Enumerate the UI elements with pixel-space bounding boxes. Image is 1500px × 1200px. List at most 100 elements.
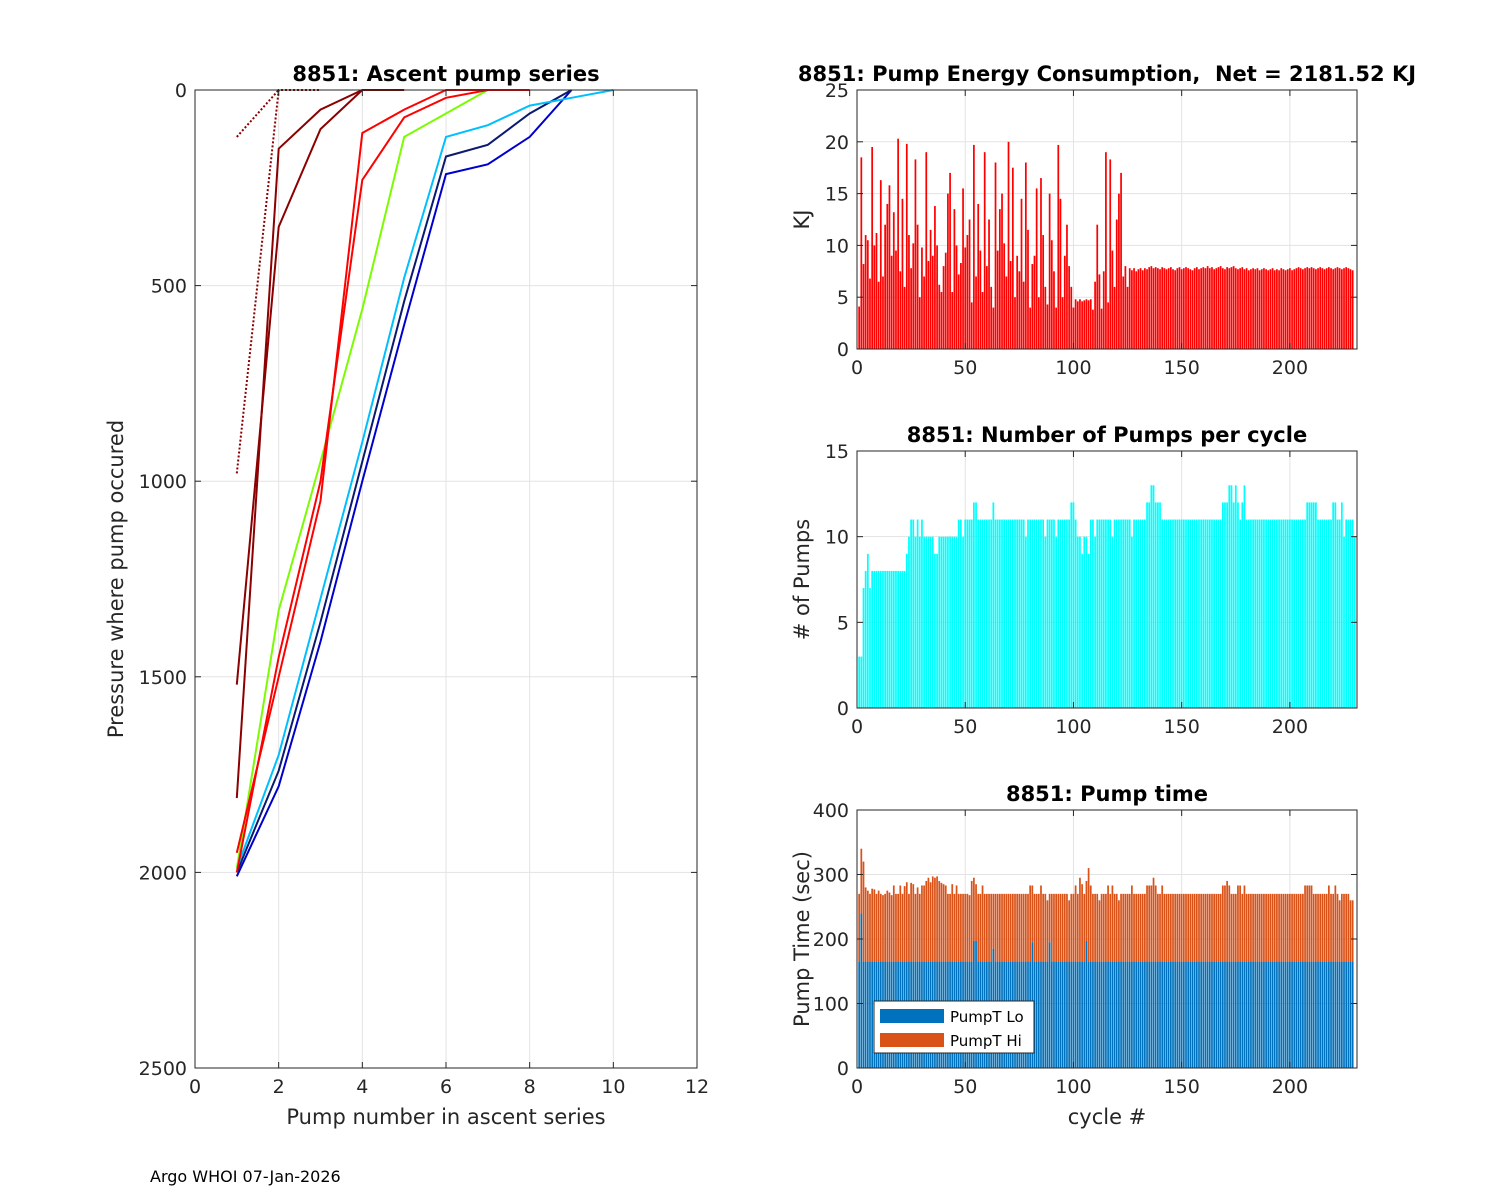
bar-segment-lo bbox=[1334, 961, 1337, 1068]
bar bbox=[986, 266, 988, 349]
bar bbox=[1180, 519, 1183, 708]
bar bbox=[986, 519, 988, 708]
bar-segment-lo bbox=[1319, 961, 1322, 1068]
bar-segment-hi bbox=[983, 893, 986, 962]
bar bbox=[988, 219, 990, 349]
bar bbox=[1232, 266, 1235, 349]
x-tick-label: 100 bbox=[1055, 716, 1091, 738]
bar-segment-lo bbox=[1042, 961, 1045, 1068]
bar-segment-lo bbox=[1079, 961, 1081, 1068]
bar-segment-lo bbox=[1293, 961, 1296, 1068]
bar bbox=[1204, 519, 1207, 708]
bar-segment-hi bbox=[942, 884, 945, 962]
bar-segment-hi bbox=[914, 893, 917, 962]
bar-segment-hi bbox=[1232, 893, 1235, 962]
bar bbox=[996, 519, 999, 708]
bar bbox=[1306, 267, 1309, 349]
bar-segment-lo bbox=[1057, 961, 1060, 1068]
bar bbox=[949, 536, 951, 708]
bar-segment-hi bbox=[1338, 900, 1341, 962]
bar-segment-hi bbox=[1020, 893, 1023, 962]
bar bbox=[1187, 519, 1190, 708]
bar-segment-lo bbox=[1066, 961, 1068, 1068]
bar-segment-hi bbox=[1141, 893, 1144, 962]
x-tick-label: 200 bbox=[1272, 716, 1308, 738]
bar bbox=[871, 146, 874, 349]
bar bbox=[957, 274, 960, 349]
pumptime-chart: PumpT Lo PumpT Hi 0 50 100 150 200 0 100 200 300 40… bbox=[790, 782, 1358, 1129]
bar-segment-hi bbox=[1247, 893, 1250, 962]
bar bbox=[975, 276, 977, 349]
bar bbox=[1224, 269, 1226, 349]
bar bbox=[923, 276, 925, 349]
bar bbox=[892, 212, 895, 349]
bar-segment-hi bbox=[1174, 893, 1177, 962]
y-axis-label: # of Pumps bbox=[790, 519, 814, 641]
bar-segment-hi bbox=[879, 893, 882, 962]
bar bbox=[1083, 300, 1086, 349]
bar-segment-lo bbox=[1070, 961, 1073, 1068]
bar-segment-hi bbox=[1198, 893, 1200, 962]
bar bbox=[1050, 519, 1053, 708]
bar bbox=[1022, 281, 1025, 349]
bar bbox=[940, 292, 943, 349]
bar bbox=[918, 536, 921, 708]
bar-segment-hi bbox=[1304, 885, 1306, 962]
chart-title: 8851: Ascent pump series bbox=[292, 62, 599, 86]
bar bbox=[923, 536, 925, 708]
bar-segment-lo bbox=[1053, 961, 1055, 1068]
bar bbox=[1152, 485, 1155, 708]
bar bbox=[1206, 519, 1209, 708]
bar bbox=[968, 219, 971, 349]
bar-segment-hi bbox=[1224, 885, 1226, 962]
bar-segment-hi bbox=[1048, 893, 1051, 943]
bar bbox=[1079, 299, 1081, 349]
bar bbox=[1035, 188, 1038, 349]
bar-segment-lo bbox=[1100, 961, 1103, 1068]
bar bbox=[1217, 267, 1220, 349]
x-tick-label: 10 bbox=[601, 1076, 625, 1098]
bar-segment-lo bbox=[1085, 940, 1088, 1068]
bar-segment-hi bbox=[864, 887, 867, 962]
bar-segment-hi bbox=[1271, 893, 1274, 962]
bar bbox=[1165, 269, 1168, 349]
bar-segment-hi bbox=[1001, 893, 1003, 962]
bar bbox=[1189, 519, 1192, 708]
bar bbox=[979, 250, 982, 349]
bar-segment-hi bbox=[1089, 885, 1092, 962]
x-tick-label: 50 bbox=[953, 1076, 977, 1098]
bar-segment-lo bbox=[1185, 961, 1187, 1068]
legend-label: PumpT Lo bbox=[950, 1008, 1024, 1026]
bar bbox=[1332, 269, 1335, 349]
bar-segment-hi bbox=[929, 882, 932, 962]
bar bbox=[1085, 536, 1088, 708]
bar-segment-lo bbox=[1273, 961, 1276, 1068]
y-tick-label: 0 bbox=[837, 339, 849, 361]
bar bbox=[1048, 193, 1051, 349]
bar-segment-hi bbox=[953, 893, 956, 962]
bar-segment-hi bbox=[1068, 900, 1070, 962]
bar bbox=[1098, 519, 1101, 708]
bar bbox=[979, 519, 982, 708]
bar bbox=[1182, 519, 1185, 708]
bar-segment-lo bbox=[1118, 961, 1120, 1068]
bar bbox=[1295, 268, 1298, 349]
bar bbox=[1258, 270, 1261, 349]
bar bbox=[1265, 519, 1267, 708]
bar bbox=[1159, 502, 1161, 708]
bar-segment-lo bbox=[1254, 961, 1257, 1068]
bar-segment-hi bbox=[1226, 880, 1228, 962]
bar-segment-hi bbox=[1315, 893, 1317, 962]
bar bbox=[1193, 519, 1196, 708]
x-tick-label: 0 bbox=[851, 716, 863, 738]
bar bbox=[864, 570, 867, 708]
bar-segment-hi bbox=[975, 884, 977, 941]
bar-segment-lo bbox=[1094, 961, 1096, 1068]
bar-segment-lo bbox=[1340, 961, 1343, 1068]
bar-segment-hi bbox=[1044, 893, 1047, 962]
bar bbox=[1239, 519, 1241, 708]
bar-segment-lo bbox=[1282, 961, 1285, 1068]
bar bbox=[1128, 268, 1131, 349]
bar bbox=[1141, 519, 1144, 708]
